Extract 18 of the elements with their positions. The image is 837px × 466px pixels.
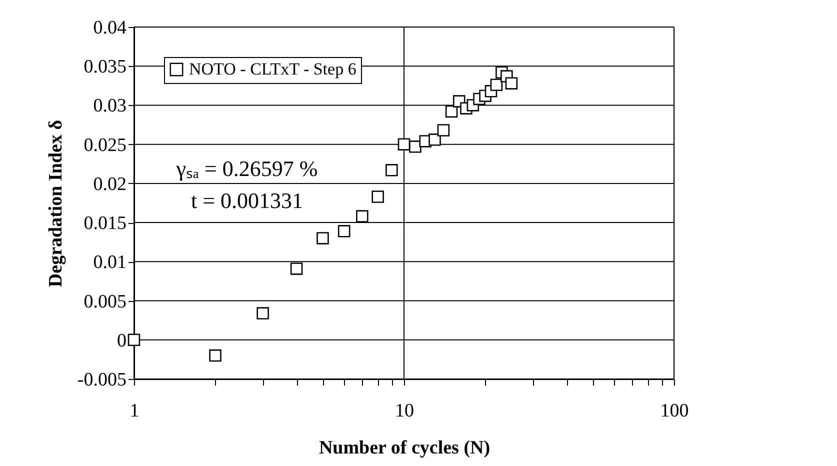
annotation: t = 0.001331: [190, 188, 304, 213]
x-axis-title: Number of cycles (N): [318, 438, 490, 458]
legend-label: NOTO - CLTxT - Step 6: [189, 60, 356, 78]
y-tick-label: 0.02: [93, 174, 126, 195]
y-axis-title: Degradation Index δ: [45, 120, 66, 288]
y-tick-label: 0: [117, 330, 126, 352]
y-tick-label: 0.025: [84, 134, 126, 156]
y-tick-label: 0.01: [93, 252, 126, 274]
y-tick-label: 0.015: [84, 213, 126, 234]
y-tick-label: 0.03: [93, 96, 126, 117]
x-tick-label: 100: [660, 400, 689, 422]
y-tick-label: 0.04: [93, 18, 127, 38]
y-tick-label: 0.005: [84, 291, 126, 312]
y-tick-label: 0.035: [84, 56, 126, 78]
annotation: γₛₐ = 0.26597 %: [175, 156, 318, 181]
y-tick-label: -0.005: [77, 370, 126, 390]
x-tick-label: 1: [130, 400, 140, 422]
x-tick-label: 10: [395, 400, 414, 422]
